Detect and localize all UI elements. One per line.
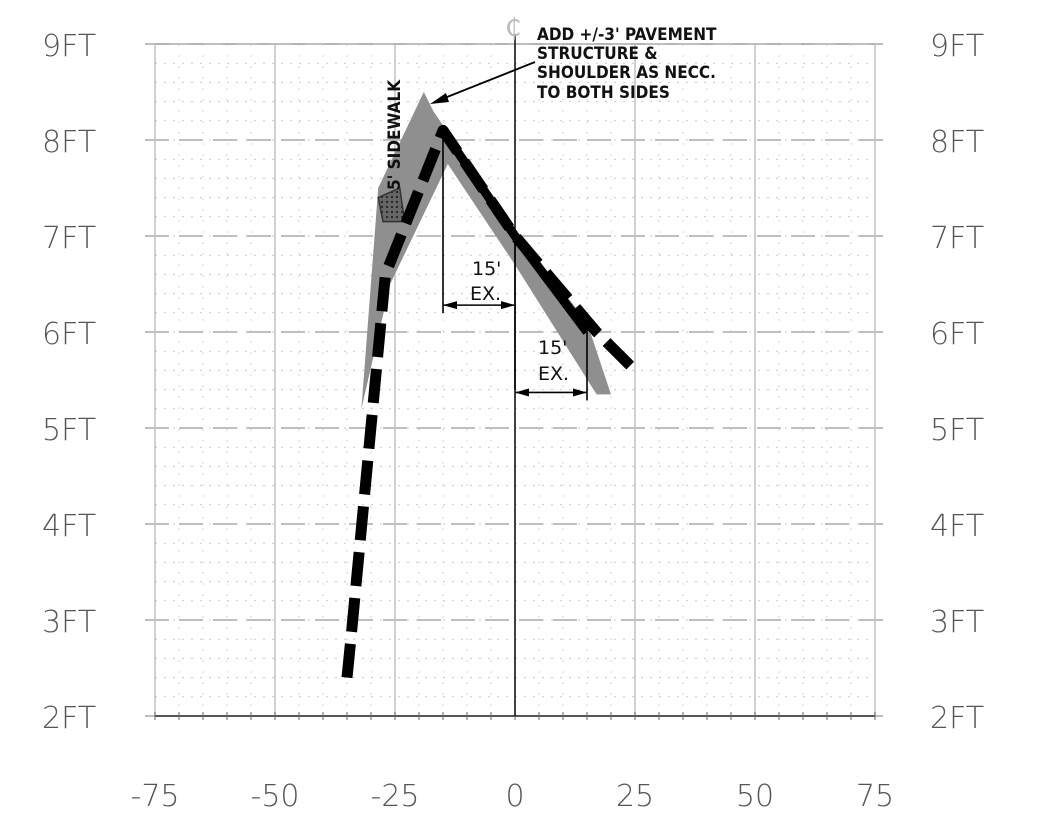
x-tick-label: -50 bbox=[251, 779, 300, 814]
x-tick-label: -75 bbox=[131, 779, 180, 814]
note-leader-arrow bbox=[430, 93, 449, 104]
tick-label-layer: 2FT 2FT 3FT 3FT 4FT 4FT 5FT 5FT 6FT 6FT 7FT 7FT 8FT 8… bbox=[42, 29, 984, 814]
x-tick-label: -25 bbox=[371, 779, 420, 814]
note-line-2: STRUCTURE & bbox=[537, 44, 658, 64]
y-tick-label-right: 7FT bbox=[930, 221, 984, 256]
y-tick-label-left: 8FT bbox=[42, 125, 96, 160]
dim-right-unit: EX. bbox=[538, 363, 569, 385]
dim-right-value: 15' bbox=[538, 337, 567, 359]
centerline-symbol: ₵ bbox=[505, 13, 522, 43]
note-leader-line bbox=[436, 61, 536, 102]
note-line-3: SHOULDER AS NECC. bbox=[537, 63, 716, 83]
y-tick-label-right: 3FT bbox=[930, 605, 984, 640]
dim-left-unit: EX. bbox=[470, 283, 501, 305]
y-tick-label-right: 6FT bbox=[930, 317, 984, 352]
y-tick-label-left: 4FT bbox=[42, 509, 96, 544]
x-tick-label: 50 bbox=[736, 779, 774, 814]
dim-left-arrow-a bbox=[443, 301, 457, 310]
y-tick-label-left: 5FT bbox=[42, 413, 96, 448]
sidewalk-label: 5' SIDEWALK bbox=[385, 79, 405, 190]
y-tick-label-right: 4FT bbox=[930, 509, 984, 544]
note-line-4: TO BOTH SIDES bbox=[537, 83, 670, 103]
dim-right-arrow-b bbox=[573, 388, 587, 397]
y-tick-label-left: 2FT bbox=[42, 701, 96, 736]
x-tick-label: 75 bbox=[856, 779, 894, 814]
y-tick-label-left: 3FT bbox=[42, 605, 96, 640]
dim-left-arrow-b bbox=[501, 301, 515, 310]
dimension-layer bbox=[430, 34, 588, 716]
x-tick-label: 25 bbox=[616, 779, 654, 814]
y-tick-label-right: 9FT bbox=[930, 29, 984, 64]
x-tick-label: 0 bbox=[505, 779, 524, 814]
y-tick-label-left: 6FT bbox=[42, 317, 96, 352]
annotation-layer: ADD +/-3' PAVEMENT STRUCTURE & SHOULDER … bbox=[385, 13, 717, 385]
y-tick-label-left: 9FT bbox=[42, 29, 96, 64]
y-tick-label-right: 5FT bbox=[930, 413, 984, 448]
dim-left-value: 15' bbox=[472, 258, 501, 280]
note-line-1: ADD +/-3' PAVEMENT bbox=[537, 25, 717, 45]
dim-right-arrow-a bbox=[515, 388, 529, 397]
y-tick-label-left: 7FT bbox=[42, 221, 96, 256]
y-tick-label-right: 2FT bbox=[930, 701, 984, 736]
y-tick-label-right: 8FT bbox=[930, 125, 984, 160]
